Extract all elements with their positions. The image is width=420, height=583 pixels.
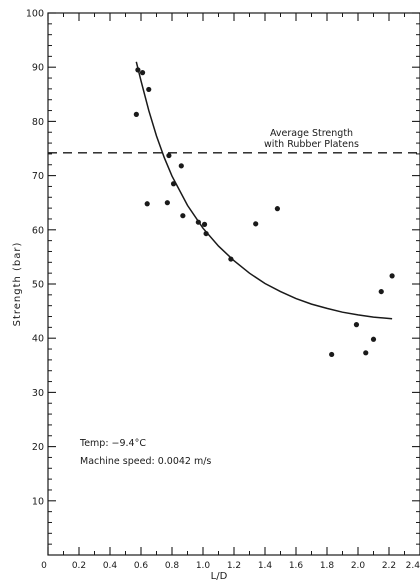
data-point bbox=[253, 221, 259, 227]
x-tick-label: 2.2 bbox=[382, 561, 396, 571]
y-tick-label: 20 bbox=[32, 442, 44, 453]
data-point bbox=[363, 350, 369, 356]
y-tick-label: 50 bbox=[32, 280, 44, 291]
x-tick-label: 1.2 bbox=[227, 561, 241, 571]
data-point bbox=[228, 256, 234, 262]
x-axis-label: L/D bbox=[211, 571, 228, 582]
fit-curve bbox=[135, 61, 393, 320]
y-tick-label: 40 bbox=[32, 334, 44, 345]
data-point bbox=[378, 288, 384, 295]
data-point bbox=[370, 336, 377, 342]
y-tick-label: 90 bbox=[32, 63, 44, 74]
x-tick-label: 1.6 bbox=[289, 561, 304, 571]
data-point bbox=[166, 152, 172, 159]
data-point bbox=[180, 213, 186, 219]
x-tick-label: 2.0 bbox=[351, 561, 366, 571]
annotation-temperature: Temp: −9.4°C bbox=[79, 438, 146, 449]
data-point bbox=[178, 163, 184, 169]
data-point bbox=[135, 67, 141, 73]
x-tick-label: 2.4 bbox=[406, 561, 420, 571]
data-points bbox=[133, 67, 395, 358]
axis-ticks bbox=[47, 12, 420, 555]
y-axis-label: Strength (bar) bbox=[12, 242, 23, 327]
reference-line-label-line1: Average Strength bbox=[270, 128, 353, 139]
data-point bbox=[389, 273, 395, 279]
y-tick-label: 80 bbox=[32, 117, 44, 128]
x-tick-label: 0.4 bbox=[103, 561, 118, 571]
data-point bbox=[164, 200, 170, 206]
data-point bbox=[146, 86, 152, 93]
x-tick-label: 1.4 bbox=[258, 561, 273, 571]
data-point bbox=[203, 230, 209, 237]
data-point bbox=[274, 206, 280, 212]
annotation-machine-speed: Machine speed: 0.0042 m/s bbox=[80, 456, 211, 467]
tick-labels: 0.2 0.4 0.6 0.8 1.0 1.2 1.4 1.6 1.8 2.0 2.2 2.4 10 20… bbox=[26, 9, 420, 572]
y-tick-label: 60 bbox=[32, 225, 44, 236]
x-tick-label: 0.8 bbox=[165, 561, 180, 571]
y-tick-label: 10 bbox=[32, 496, 44, 507]
x-tick-label: 1.0 bbox=[196, 561, 211, 571]
x-tick-label: 0.2 bbox=[72, 561, 86, 571]
plot-frame bbox=[47, 12, 420, 556]
reference-line-label-line2: with Rubber Platens bbox=[264, 139, 359, 150]
data-point bbox=[139, 70, 146, 76]
x-tick-label: 0.6 bbox=[134, 561, 149, 571]
data-point bbox=[170, 181, 177, 187]
data-point bbox=[195, 219, 201, 225]
y-tick-label: 30 bbox=[32, 388, 44, 399]
data-point bbox=[133, 111, 139, 117]
y-tick-label: 70 bbox=[32, 171, 44, 182]
data-point bbox=[144, 201, 150, 207]
data-point bbox=[329, 351, 335, 358]
y-tick-label: 100 bbox=[26, 9, 44, 20]
data-point bbox=[201, 221, 208, 227]
x-tick-label: 0 bbox=[41, 561, 47, 571]
data-point bbox=[353, 322, 360, 328]
x-tick-label: 1.8 bbox=[320, 561, 335, 571]
